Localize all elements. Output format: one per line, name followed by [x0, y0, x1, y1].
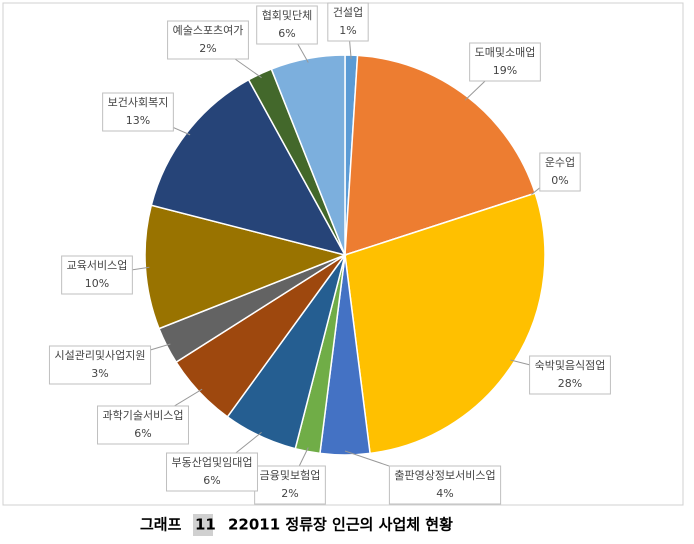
label-box	[61, 255, 133, 295]
highlight	[193, 514, 213, 536]
value-label: 1%	[339, 24, 356, 37]
category-label: 과학기술서비스업	[103, 409, 184, 422]
label-box	[529, 355, 611, 395]
category-label: 시설관리및사업지원	[54, 349, 145, 362]
value-label: 2%	[281, 487, 298, 500]
category-label: 교육서비스업	[67, 259, 128, 272]
data-label: 숙박및음식점업 28%	[529, 355, 611, 395]
label-box	[167, 20, 249, 60]
label-box	[102, 92, 174, 132]
value-label: 6%	[134, 427, 151, 440]
data-label: 금융및보험업 2%	[254, 465, 326, 505]
data-label: 출판영상정보서비스업 4%	[388, 465, 502, 505]
pie-slice	[270, 54, 346, 256]
data-label: 시설관리및사업지원 3%	[48, 345, 152, 385]
value-label: 13%	[126, 114, 150, 127]
category-label: 금융및보험업	[260, 469, 321, 482]
value-label: 19%	[493, 64, 517, 77]
category-label: 예술스포츠여가	[173, 24, 244, 37]
label-box	[469, 42, 541, 82]
data-label: 교육서비스업 10%	[61, 255, 133, 295]
data-label: 건설업 1%	[327, 2, 369, 42]
data-label: 보건사회복지 13%	[102, 92, 174, 132]
label-box	[48, 345, 152, 385]
pie-slice	[344, 54, 537, 257]
value-label: 10%	[85, 277, 109, 290]
data-label: 과학기술서비스업 6%	[97, 405, 189, 445]
value-label: 6%	[278, 27, 295, 40]
data-label: 도매및소매업 19%	[469, 42, 541, 82]
caption-title: 22011 정류장 인근의 사업체 현황	[228, 516, 453, 534]
caption-label: 그래프	[140, 516, 182, 534]
category-label: 부동산업및임대업	[172, 456, 253, 469]
value-label: 2%	[199, 42, 216, 55]
label-box	[539, 152, 581, 192]
data-label: 부동산업및임대업 6%	[166, 452, 258, 492]
category-label: 보건사회복지	[108, 96, 169, 109]
value-label: 6%	[203, 474, 220, 487]
label-box	[327, 2, 369, 42]
pie-slice	[344, 192, 546, 455]
caption-number: 11	[195, 516, 216, 534]
category-label: 출판영상정보서비스업	[394, 469, 495, 482]
category-label: 도매및소매업	[475, 46, 536, 59]
data-label: 운수업 0%	[539, 152, 581, 192]
pie-slice	[150, 78, 347, 257]
value-label: 4%	[436, 487, 453, 500]
category-label: 협회및단체	[262, 9, 313, 22]
label-box	[97, 405, 189, 445]
value-label: 0%	[551, 174, 568, 187]
category-label: 숙박및음식점업	[535, 359, 606, 372]
label-box	[388, 465, 502, 505]
data-label: 협회및단체 6%	[256, 5, 318, 45]
category-label: 건설업	[333, 6, 363, 19]
value-label: 28%	[558, 377, 582, 390]
label-box	[256, 5, 318, 45]
label-box	[254, 465, 326, 505]
label-box	[166, 452, 258, 492]
category-label: 운수업	[545, 156, 575, 169]
value-label: 3%	[91, 367, 108, 380]
data-label: 예술스포츠여가 2%	[167, 20, 249, 60]
